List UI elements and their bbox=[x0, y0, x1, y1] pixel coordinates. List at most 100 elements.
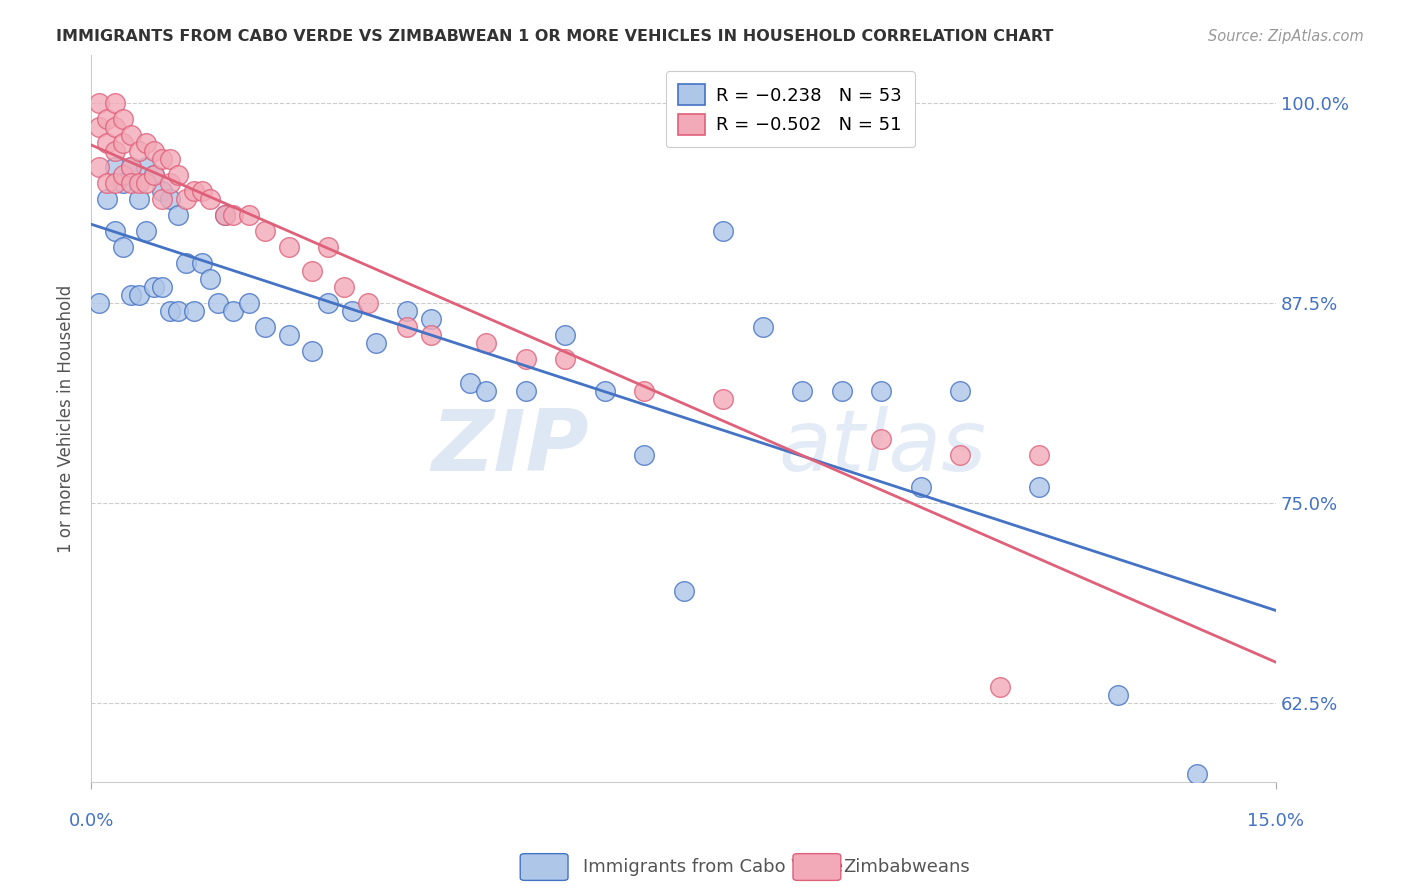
Point bbox=[104, 160, 127, 174]
Point bbox=[515, 384, 537, 398]
Point bbox=[458, 376, 481, 390]
Point bbox=[183, 184, 205, 198]
Point bbox=[183, 304, 205, 318]
Point bbox=[949, 448, 972, 462]
Point bbox=[253, 224, 276, 238]
Point bbox=[120, 128, 142, 142]
Point bbox=[214, 208, 236, 222]
Point bbox=[150, 184, 173, 198]
Text: Source: ZipAtlas.com: Source: ZipAtlas.com bbox=[1208, 29, 1364, 44]
Legend: R = −0.238   N = 53, R = −0.502   N = 51: R = −0.238 N = 53, R = −0.502 N = 51 bbox=[665, 71, 915, 147]
Point bbox=[104, 144, 127, 158]
Point bbox=[711, 392, 734, 406]
Text: Immigrants from Cabo Verde: Immigrants from Cabo Verde bbox=[583, 858, 844, 876]
Point bbox=[111, 168, 134, 182]
Point bbox=[396, 319, 419, 334]
Point bbox=[949, 384, 972, 398]
Point bbox=[475, 335, 498, 350]
Text: 0.0%: 0.0% bbox=[69, 812, 114, 830]
Point bbox=[111, 176, 134, 190]
Point bbox=[253, 319, 276, 334]
Point bbox=[1185, 767, 1208, 781]
Point bbox=[672, 583, 695, 598]
Point bbox=[128, 144, 150, 158]
Point bbox=[870, 432, 893, 446]
Point bbox=[128, 288, 150, 302]
Point bbox=[111, 240, 134, 254]
Point bbox=[198, 272, 221, 286]
Point bbox=[190, 256, 212, 270]
Text: Zimbabweans: Zimbabweans bbox=[844, 858, 970, 876]
Point bbox=[104, 96, 127, 111]
Point bbox=[135, 176, 157, 190]
Point bbox=[222, 208, 245, 222]
Point bbox=[316, 296, 339, 310]
Point bbox=[277, 327, 299, 342]
Point bbox=[143, 168, 166, 182]
Point bbox=[87, 96, 110, 111]
Text: IMMIGRANTS FROM CABO VERDE VS ZIMBABWEAN 1 OR MORE VEHICLES IN HOUSEHOLD CORRELA: IMMIGRANTS FROM CABO VERDE VS ZIMBABWEAN… bbox=[56, 29, 1053, 44]
Point bbox=[988, 680, 1011, 694]
Point bbox=[554, 351, 576, 366]
Point bbox=[143, 280, 166, 294]
Point bbox=[910, 480, 932, 494]
Point bbox=[277, 240, 299, 254]
Point bbox=[198, 192, 221, 206]
Point bbox=[515, 351, 537, 366]
Point bbox=[316, 240, 339, 254]
Point bbox=[150, 152, 173, 166]
Point bbox=[174, 256, 197, 270]
Point bbox=[143, 144, 166, 158]
Text: 15.0%: 15.0% bbox=[1247, 812, 1305, 830]
Point bbox=[104, 224, 127, 238]
Point bbox=[364, 335, 387, 350]
Point bbox=[167, 304, 190, 318]
Point bbox=[135, 224, 157, 238]
Point bbox=[419, 327, 441, 342]
Point bbox=[87, 296, 110, 310]
Point bbox=[1028, 448, 1050, 462]
Point bbox=[120, 176, 142, 190]
Point bbox=[751, 319, 773, 334]
Point bbox=[104, 176, 127, 190]
Point bbox=[167, 168, 190, 182]
Point bbox=[96, 176, 118, 190]
Point bbox=[396, 304, 419, 318]
Point bbox=[104, 120, 127, 134]
Point bbox=[207, 296, 229, 310]
Point bbox=[238, 296, 260, 310]
Point bbox=[96, 192, 118, 206]
Point bbox=[135, 160, 157, 174]
Point bbox=[340, 304, 363, 318]
Point bbox=[222, 304, 245, 318]
Point bbox=[174, 192, 197, 206]
Point bbox=[167, 208, 190, 222]
Point bbox=[120, 160, 142, 174]
Point bbox=[120, 288, 142, 302]
Point bbox=[633, 384, 655, 398]
Point bbox=[111, 136, 134, 150]
Point bbox=[711, 224, 734, 238]
Y-axis label: 1 or more Vehicles in Household: 1 or more Vehicles in Household bbox=[58, 285, 75, 553]
Point bbox=[190, 184, 212, 198]
Point bbox=[214, 208, 236, 222]
Point bbox=[128, 192, 150, 206]
Point bbox=[87, 160, 110, 174]
Point bbox=[593, 384, 616, 398]
Point bbox=[475, 384, 498, 398]
Text: ZIP: ZIP bbox=[432, 407, 589, 490]
Point bbox=[333, 280, 356, 294]
Point bbox=[159, 152, 181, 166]
Point bbox=[356, 296, 378, 310]
Point bbox=[159, 304, 181, 318]
Point bbox=[790, 384, 813, 398]
Point bbox=[150, 280, 173, 294]
Point bbox=[96, 136, 118, 150]
Point bbox=[633, 448, 655, 462]
Point bbox=[554, 327, 576, 342]
Point bbox=[301, 343, 323, 358]
Point bbox=[143, 168, 166, 182]
Point bbox=[1107, 688, 1129, 702]
Point bbox=[419, 312, 441, 326]
Point bbox=[870, 384, 893, 398]
